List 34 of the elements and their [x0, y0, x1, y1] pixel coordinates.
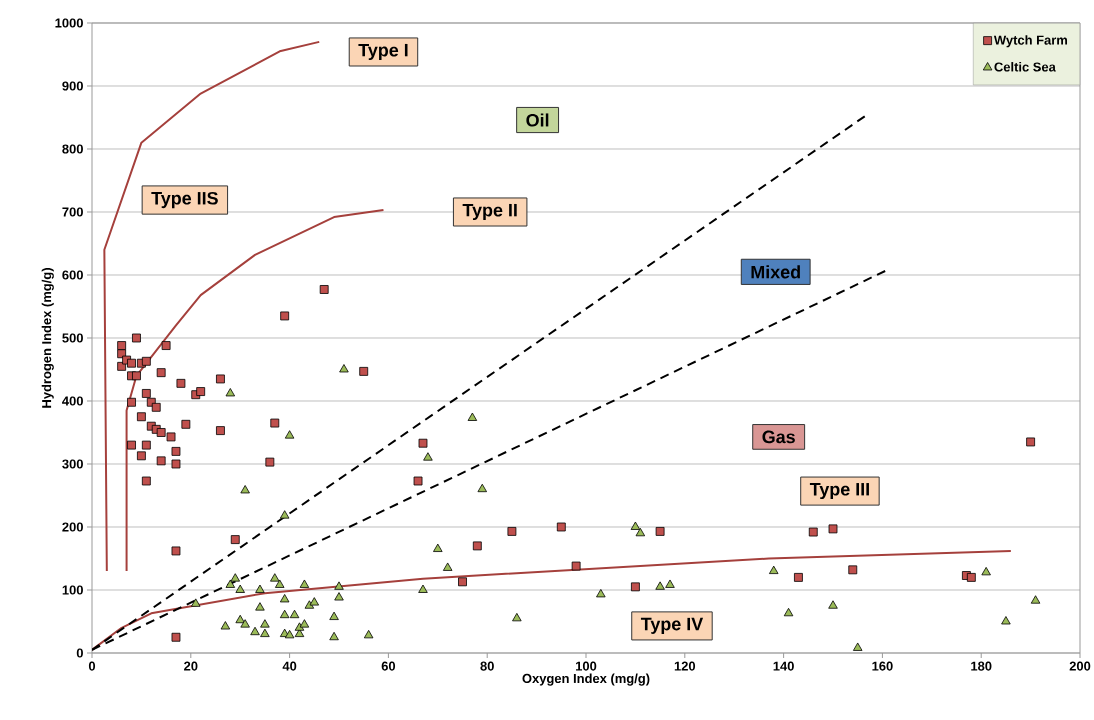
- x-tick-label: 0: [88, 661, 96, 671]
- annotation: Mixed: [751, 265, 800, 279]
- y-tick-label: 100: [62, 585, 83, 595]
- x-tick-label: 180: [971, 661, 992, 671]
- x-tick-label: 20: [184, 661, 198, 671]
- y-tick-label: 1000: [55, 18, 83, 28]
- y-tick-label: 400: [62, 396, 83, 406]
- y-tick-label: 200: [62, 522, 83, 532]
- y-tick-label: 700: [62, 207, 83, 217]
- annotation: Type II: [462, 203, 517, 221]
- x-axis-title: Oxygen Index (mg/g): [522, 673, 650, 686]
- legend-label: Wytch Farm: [993, 35, 1068, 48]
- y-axis-title: Hydrogen Index (mg/g): [41, 268, 54, 408]
- annotation: Gas: [762, 430, 795, 444]
- x-tick-label: 100: [576, 661, 597, 671]
- y-tick-label: 800: [62, 144, 83, 154]
- x-tick-label: 80: [480, 661, 494, 671]
- x-tick-label: 200: [1069, 661, 1091, 671]
- x-tick-label: 160: [872, 661, 893, 671]
- annotation: Type III: [809, 483, 869, 500]
- y-tick-label: 500: [62, 333, 83, 343]
- annotation: Type IIS: [151, 191, 218, 209]
- x-tick-label: 40: [282, 661, 297, 671]
- annotation: Type I: [358, 43, 408, 60]
- y-tick-label: 600: [62, 270, 83, 280]
- annotation: Oil: [526, 113, 549, 127]
- annotation: Type IV: [640, 617, 704, 634]
- legend-label: Celtic Sea: [994, 62, 1056, 72]
- y-tick-label: 300: [62, 459, 83, 469]
- y-tick-label: 900: [62, 81, 83, 91]
- x-tick-label: 140: [773, 661, 794, 671]
- x-tick-label: 60: [381, 661, 396, 671]
- y-tick-label: 0: [76, 648, 83, 658]
- x-tick-label: 120: [674, 661, 696, 671]
